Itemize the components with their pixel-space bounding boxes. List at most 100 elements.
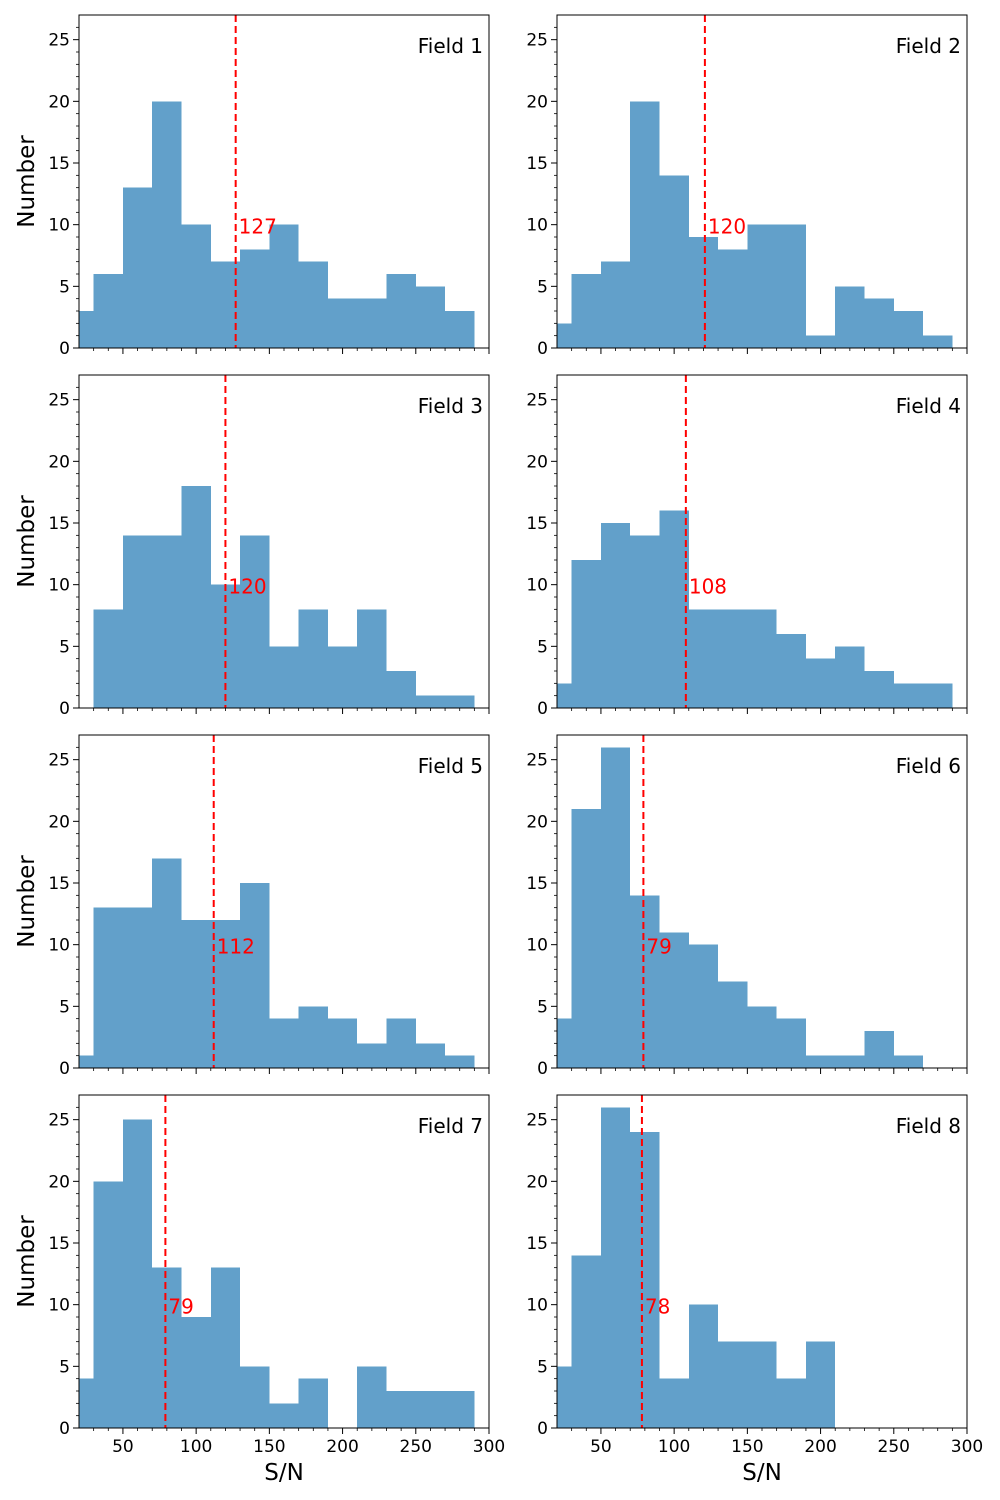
y-tick-label: 20 [48,812,70,832]
histogram-bar [864,1031,894,1068]
y-tick-label: 15 [48,874,70,894]
histogram-bars [79,101,475,348]
histogram-bars [557,1107,836,1428]
histogram-bar [181,224,211,348]
histogram-bar [93,907,123,1068]
y-axis-label: Number [14,855,40,948]
histogram-bar [79,311,94,348]
histogram-bar [386,1391,416,1428]
y-tick-label: 25 [48,31,70,51]
histogram-bar [923,335,953,348]
histogram-bar [747,224,777,348]
histogram-bar [181,1317,211,1428]
median-label: 108 [689,574,727,598]
y-tick-label: 25 [48,751,70,771]
y-tick-label: 15 [526,514,548,534]
histogram-bar [298,261,328,348]
panel-field-2: 120 Field 2 0 5 10 15 20 25 [526,14,968,359]
median-label: 112 [217,934,255,958]
histogram-bar [630,1132,660,1428]
histogram-bar [557,683,572,708]
x-tick-label: 150 [253,1437,285,1457]
y-tick-label: 15 [48,154,70,174]
histogram-bar [298,1006,328,1068]
panel-title: Field 1 [418,34,483,58]
histogram-bar [240,883,270,1068]
y-tick-label: 0 [59,1419,70,1439]
histogram-bar [718,609,748,708]
histogram-bar [776,634,806,708]
histogram-bar [415,1043,446,1068]
histogram-bar [864,671,894,708]
histogram-bar [571,809,601,1068]
histogram-bars [557,510,953,708]
y-tick-label: 10 [48,936,70,956]
y-tick-label: 15 [526,154,548,174]
y-tick-label: 0 [537,1059,548,1079]
histogram-bar [718,249,748,348]
histogram-bar [152,1267,182,1428]
histogram-bar [210,1267,241,1428]
y-tick-label: 25 [48,391,70,411]
histogram-bar [747,609,777,708]
y-axis-label: Number [14,1215,40,1308]
histogram-bar [79,1055,94,1068]
histogram-bar [571,274,601,348]
histogram-bar [327,1018,358,1068]
histogram-bar [747,1006,777,1068]
histogram-bar [776,1378,806,1428]
histogram-bar [630,101,660,348]
histogram-bar [79,1378,94,1428]
x-tick-label: 250 [400,1437,432,1457]
histogram-bar [571,560,601,708]
y-tick-label: 5 [537,277,548,297]
y-tick-label: 20 [48,92,70,112]
y-tick-label: 5 [59,1357,70,1377]
y-tick-label: 0 [537,699,548,719]
y-tick-label: 10 [526,576,548,596]
histogram-bar [445,311,475,348]
panel-title: Field 4 [896,394,961,418]
y-tick-label: 20 [526,452,548,472]
histogram-bar [445,695,475,708]
histogram-bar [835,286,865,348]
y-tick-label: 20 [526,92,548,112]
y-tick-label: 20 [48,1172,70,1192]
y-axis-label: Number [14,495,40,588]
histogram-bar [386,274,416,348]
histogram-bar [357,1366,387,1428]
histogram-bar [415,286,446,348]
histogram-bar [122,535,153,708]
y-tick-label: 10 [48,576,70,596]
median-label: 120 [708,214,746,238]
histogram-bar [659,510,689,708]
panel-field-7: 79 Field 7 0 5 10 15 20 25 50 100 150 200 250 300 Numb… [14,1094,505,1486]
median-label: 120 [228,574,266,598]
y-tick-label: 25 [526,31,548,51]
histogram-bar [269,1018,299,1068]
histogram-bar [93,609,123,708]
x-tick-label: 50 [112,1437,134,1457]
histogram-bar [600,523,631,708]
histogram-bar [557,1018,572,1068]
x-tick-label: 150 [731,1437,763,1457]
y-tick-label: 20 [526,812,548,832]
histogram-bar [805,1055,836,1068]
x-tick-label: 250 [878,1437,910,1457]
histogram-bar [152,535,182,708]
x-tick-label: 50 [590,1437,612,1457]
histogram-bars [79,1119,475,1428]
histogram-bar [688,944,719,1068]
histogram-bar [210,920,241,1068]
histogram-bar [557,323,572,348]
panel-field-6: 79 Field 6 0 5 10 15 20 25 [526,734,968,1079]
y-tick-label: 5 [59,997,70,1017]
histogram-bar [688,1304,719,1428]
median-label: 79 [168,1294,193,1318]
histogram-bars [79,858,475,1068]
histogram-bar [415,695,446,708]
histogram-bar [747,1341,777,1428]
histogram-bar [864,298,894,348]
y-tick-label: 0 [59,339,70,359]
